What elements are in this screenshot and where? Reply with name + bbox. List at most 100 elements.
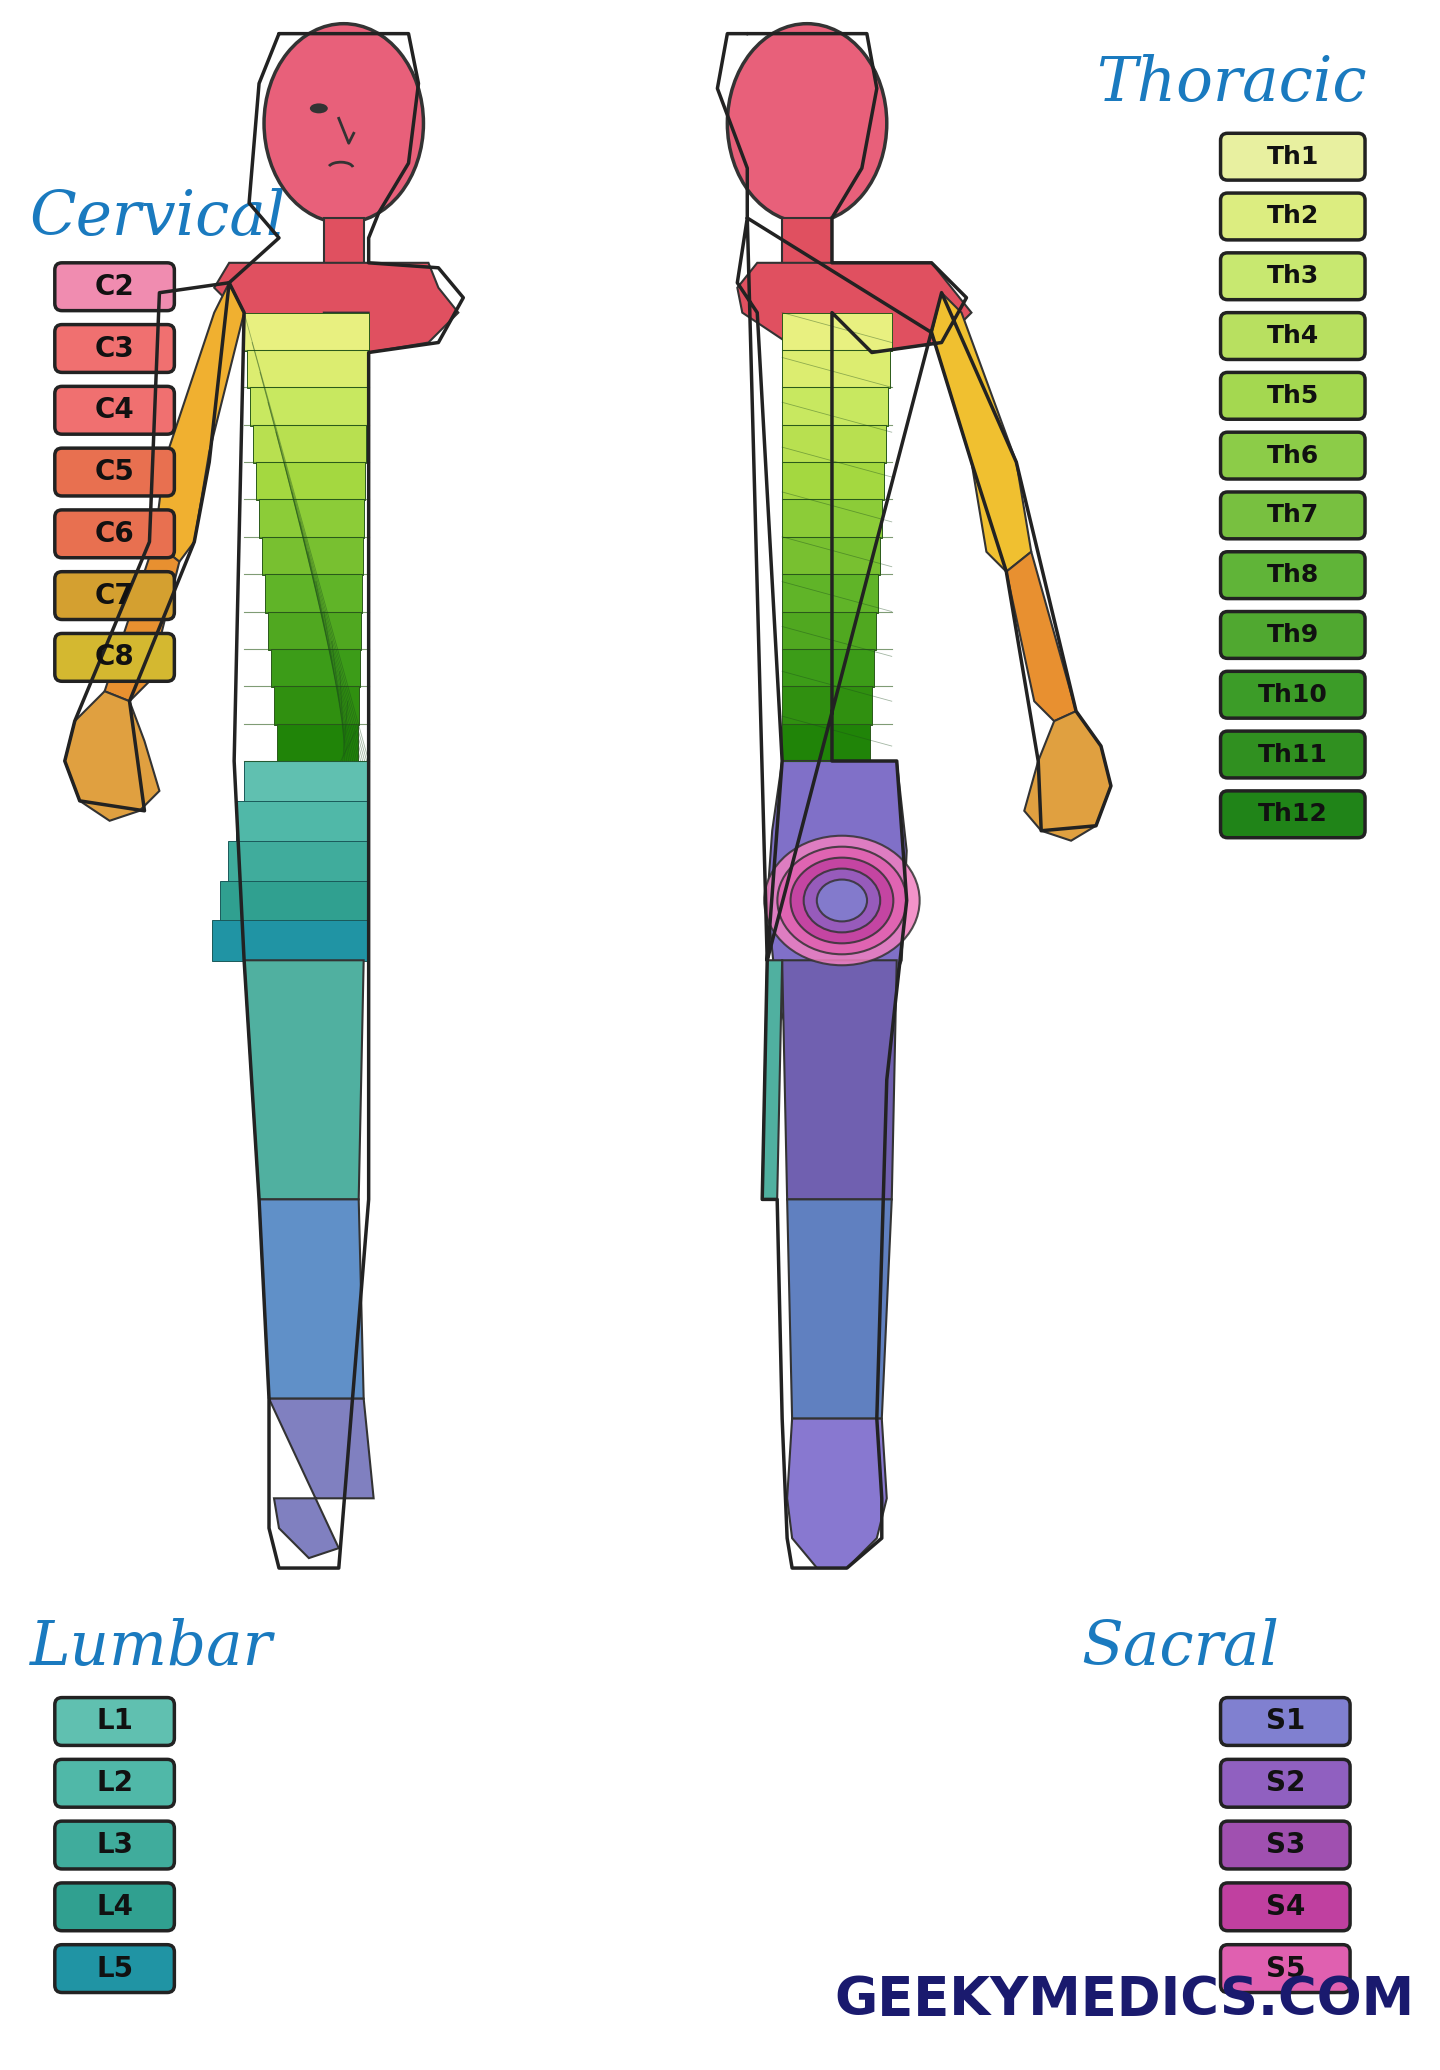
Text: C4: C4 xyxy=(95,395,134,424)
Polygon shape xyxy=(245,762,369,801)
Polygon shape xyxy=(236,801,369,842)
Text: S5: S5 xyxy=(1266,1954,1305,1983)
FancyBboxPatch shape xyxy=(1221,193,1365,240)
FancyBboxPatch shape xyxy=(1221,132,1365,180)
FancyBboxPatch shape xyxy=(55,633,174,681)
Polygon shape xyxy=(105,542,180,702)
Polygon shape xyxy=(259,499,364,538)
Text: S2: S2 xyxy=(1266,1770,1305,1797)
Text: Th11: Th11 xyxy=(1259,743,1328,766)
Polygon shape xyxy=(271,648,360,687)
Ellipse shape xyxy=(310,104,328,114)
Text: S1: S1 xyxy=(1266,1708,1305,1735)
FancyBboxPatch shape xyxy=(1221,1697,1351,1745)
Polygon shape xyxy=(782,960,897,1199)
Text: Th6: Th6 xyxy=(1267,443,1319,468)
FancyBboxPatch shape xyxy=(1221,1822,1351,1869)
Polygon shape xyxy=(212,921,369,960)
Polygon shape xyxy=(248,350,367,389)
FancyBboxPatch shape xyxy=(1221,731,1365,778)
Text: L4: L4 xyxy=(96,1892,132,1921)
FancyBboxPatch shape xyxy=(1221,493,1365,538)
Polygon shape xyxy=(1007,553,1076,720)
FancyBboxPatch shape xyxy=(1221,253,1365,300)
Text: Th10: Th10 xyxy=(1259,683,1328,706)
Polygon shape xyxy=(245,313,369,352)
FancyBboxPatch shape xyxy=(1221,1884,1351,1931)
Polygon shape xyxy=(782,387,888,426)
Text: C7: C7 xyxy=(95,582,134,609)
Polygon shape xyxy=(256,462,364,501)
Text: Th1: Th1 xyxy=(1267,145,1319,168)
Polygon shape xyxy=(782,462,884,501)
Polygon shape xyxy=(788,1199,891,1418)
Polygon shape xyxy=(932,292,1031,571)
FancyBboxPatch shape xyxy=(1221,671,1365,718)
Polygon shape xyxy=(265,573,361,613)
Text: C2: C2 xyxy=(95,273,134,300)
FancyBboxPatch shape xyxy=(1221,433,1365,478)
Text: Th8: Th8 xyxy=(1267,563,1319,588)
Text: Cervical: Cervical xyxy=(30,188,287,248)
Text: Th9: Th9 xyxy=(1267,623,1319,648)
Polygon shape xyxy=(269,1399,373,1559)
FancyBboxPatch shape xyxy=(55,1884,174,1931)
Text: L1: L1 xyxy=(96,1708,132,1735)
Polygon shape xyxy=(782,724,870,762)
FancyBboxPatch shape xyxy=(1221,611,1365,658)
FancyBboxPatch shape xyxy=(55,1822,174,1869)
Polygon shape xyxy=(782,350,890,389)
Polygon shape xyxy=(782,313,891,352)
FancyBboxPatch shape xyxy=(1221,1760,1351,1807)
Ellipse shape xyxy=(765,836,920,965)
Text: Th2: Th2 xyxy=(1267,205,1319,228)
Polygon shape xyxy=(251,387,367,426)
FancyBboxPatch shape xyxy=(55,263,174,310)
Polygon shape xyxy=(782,499,881,538)
Text: L3: L3 xyxy=(96,1832,132,1859)
FancyBboxPatch shape xyxy=(55,325,174,373)
Ellipse shape xyxy=(727,23,887,224)
Polygon shape xyxy=(782,687,871,724)
FancyBboxPatch shape xyxy=(1221,1944,1351,1993)
FancyBboxPatch shape xyxy=(55,1944,174,1993)
FancyBboxPatch shape xyxy=(55,571,174,619)
FancyBboxPatch shape xyxy=(1221,791,1365,838)
Polygon shape xyxy=(228,840,369,882)
Text: Th12: Th12 xyxy=(1259,803,1328,826)
Text: Lumbar: Lumbar xyxy=(30,1619,272,1679)
Text: Sacral: Sacral xyxy=(1081,1619,1279,1679)
Polygon shape xyxy=(782,573,878,613)
Polygon shape xyxy=(782,536,880,575)
Polygon shape xyxy=(324,217,364,267)
Text: Th4: Th4 xyxy=(1267,325,1319,348)
Polygon shape xyxy=(782,424,886,464)
Polygon shape xyxy=(65,691,160,822)
Text: Th7: Th7 xyxy=(1267,503,1319,528)
FancyBboxPatch shape xyxy=(1221,373,1365,420)
Text: C8: C8 xyxy=(95,644,134,671)
Text: Th5: Th5 xyxy=(1267,383,1319,408)
Polygon shape xyxy=(262,536,363,575)
Polygon shape xyxy=(215,263,458,352)
Polygon shape xyxy=(782,217,832,267)
Polygon shape xyxy=(1024,712,1110,840)
FancyBboxPatch shape xyxy=(55,509,174,557)
Text: C3: C3 xyxy=(95,335,134,362)
FancyBboxPatch shape xyxy=(1221,553,1365,598)
Polygon shape xyxy=(220,880,369,921)
Polygon shape xyxy=(737,263,972,352)
Text: L2: L2 xyxy=(96,1770,132,1797)
Polygon shape xyxy=(154,284,245,561)
Text: Thoracic: Thoracic xyxy=(1096,54,1367,114)
Ellipse shape xyxy=(778,847,907,954)
Polygon shape xyxy=(259,1199,364,1399)
Ellipse shape xyxy=(816,880,867,921)
Text: L5: L5 xyxy=(96,1954,132,1983)
FancyBboxPatch shape xyxy=(1221,313,1365,360)
Polygon shape xyxy=(782,648,874,687)
Text: Th3: Th3 xyxy=(1267,265,1319,288)
Polygon shape xyxy=(245,960,364,1199)
FancyBboxPatch shape xyxy=(55,447,174,497)
Polygon shape xyxy=(788,1418,887,1569)
